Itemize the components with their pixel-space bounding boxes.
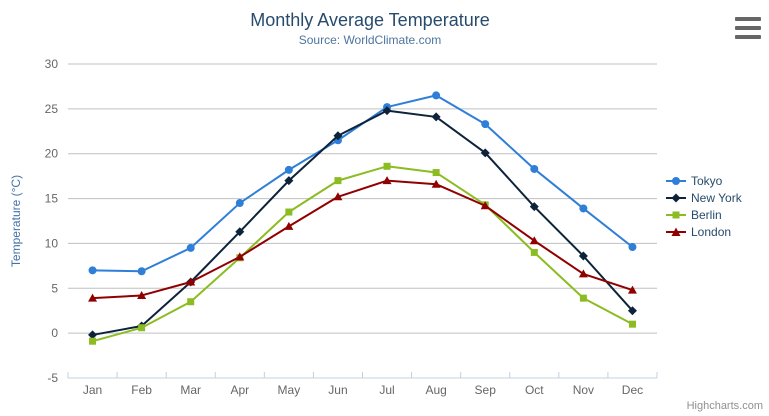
x-axis-label: Aug xyxy=(425,383,446,397)
data-point-marker xyxy=(138,324,146,332)
data-point-marker xyxy=(481,120,490,129)
y-axis-label: 20 xyxy=(45,147,59,161)
data-point-marker xyxy=(88,330,98,340)
data-point-marker xyxy=(88,293,98,302)
legend-marker xyxy=(672,211,680,218)
data-point-marker xyxy=(578,269,588,278)
legend-label-new-york: New York xyxy=(691,190,742,205)
data-point-marker xyxy=(137,290,147,299)
y-axis-label: -5 xyxy=(47,371,58,385)
series-line-tokyo xyxy=(91,94,634,273)
data-point-marker xyxy=(529,236,539,245)
data-point-marker xyxy=(628,320,636,328)
x-axis-label: Apr xyxy=(230,383,249,397)
y-axis-label: 10 xyxy=(45,236,59,250)
x-axis-label: May xyxy=(278,383,301,397)
data-point-marker xyxy=(627,285,637,294)
x-axis-label: Jun xyxy=(328,383,347,397)
data-point-marker xyxy=(235,199,244,208)
legend-label-tokyo: Tokyo xyxy=(691,173,723,188)
series-line-berlin xyxy=(91,165,634,343)
highcharts-credits-link[interactable]: Highcharts.com xyxy=(686,400,763,412)
legend-marker xyxy=(671,193,681,202)
y-axis-label: 30 xyxy=(45,57,59,71)
data-point-marker xyxy=(186,277,196,286)
x-axis-label: Jan xyxy=(83,383,102,397)
data-point-marker xyxy=(578,251,588,261)
x-axis-label: Jul xyxy=(379,383,394,397)
y-axis-label: 25 xyxy=(45,102,59,116)
legend-label-berlin: Berlin xyxy=(691,207,722,222)
data-point-marker xyxy=(480,148,490,158)
data-point-marker xyxy=(383,162,391,170)
data-point-marker xyxy=(187,298,195,306)
chart-subtitle: Source: WorldClimate.com xyxy=(298,33,442,47)
data-point-marker xyxy=(284,176,294,186)
data-point-marker xyxy=(284,221,294,230)
legend-item-new-york[interactable]: New York xyxy=(666,189,742,206)
data-point-marker xyxy=(284,165,293,174)
series-line-new-york xyxy=(91,109,634,336)
chart-title: Monthly Average Temperature xyxy=(250,10,490,30)
data-point-marker xyxy=(186,243,195,252)
hamburger-bar xyxy=(735,26,761,30)
hamburger-menu-icon[interactable] xyxy=(735,17,761,39)
x-axis-label: Feb xyxy=(131,383,152,397)
legend-item-berlin[interactable]: Berlin xyxy=(666,206,742,223)
data-point-marker xyxy=(137,267,146,276)
data-point-marker xyxy=(627,306,637,316)
data-point-marker xyxy=(235,227,245,237)
series-line-london xyxy=(91,179,634,300)
legend: Tokyo New York Berlin London xyxy=(666,172,742,240)
y-axis-label: 15 xyxy=(45,192,59,206)
y-axis-label: 5 xyxy=(51,281,58,295)
legend-item-tokyo[interactable]: Tokyo xyxy=(666,172,742,189)
legend-symbol-diamond xyxy=(666,193,686,202)
hamburger-bar xyxy=(735,17,761,21)
legend-marker xyxy=(672,176,680,185)
y-axis-label: 0 xyxy=(51,326,58,340)
legend-item-london[interactable]: London xyxy=(666,223,742,240)
data-point-marker xyxy=(235,252,245,261)
data-point-marker xyxy=(432,169,440,177)
legend-label-london: London xyxy=(691,224,732,239)
data-point-marker xyxy=(382,106,392,116)
data-point-marker xyxy=(285,208,293,216)
legend-marker xyxy=(671,227,681,236)
x-axis-label: Nov xyxy=(573,383,594,397)
data-point-marker xyxy=(530,164,539,173)
data-point-marker xyxy=(579,294,587,302)
data-point-marker xyxy=(628,243,637,252)
legend-symbol-circle xyxy=(666,176,686,185)
data-point-marker xyxy=(480,201,490,210)
legend-symbol-square xyxy=(666,211,686,218)
data-point-marker xyxy=(579,204,588,213)
data-point-marker xyxy=(431,179,441,188)
data-point-marker xyxy=(333,131,343,141)
x-axis-label: Sep xyxy=(475,383,497,397)
legend-symbol-triangle xyxy=(666,227,686,236)
x-axis-label: Dec xyxy=(622,383,643,397)
data-point-marker xyxy=(382,176,392,185)
x-axis-label: Mar xyxy=(180,383,201,397)
data-point-marker xyxy=(431,112,441,122)
hamburger-bar xyxy=(735,35,761,39)
data-point-marker xyxy=(530,248,538,256)
data-point-marker xyxy=(334,177,342,185)
data-point-marker xyxy=(529,202,539,212)
data-point-marker xyxy=(88,266,97,275)
data-point-marker xyxy=(89,337,97,345)
data-point-marker xyxy=(432,91,441,100)
data-point-marker xyxy=(333,192,343,201)
x-axis-label: Oct xyxy=(525,383,544,397)
